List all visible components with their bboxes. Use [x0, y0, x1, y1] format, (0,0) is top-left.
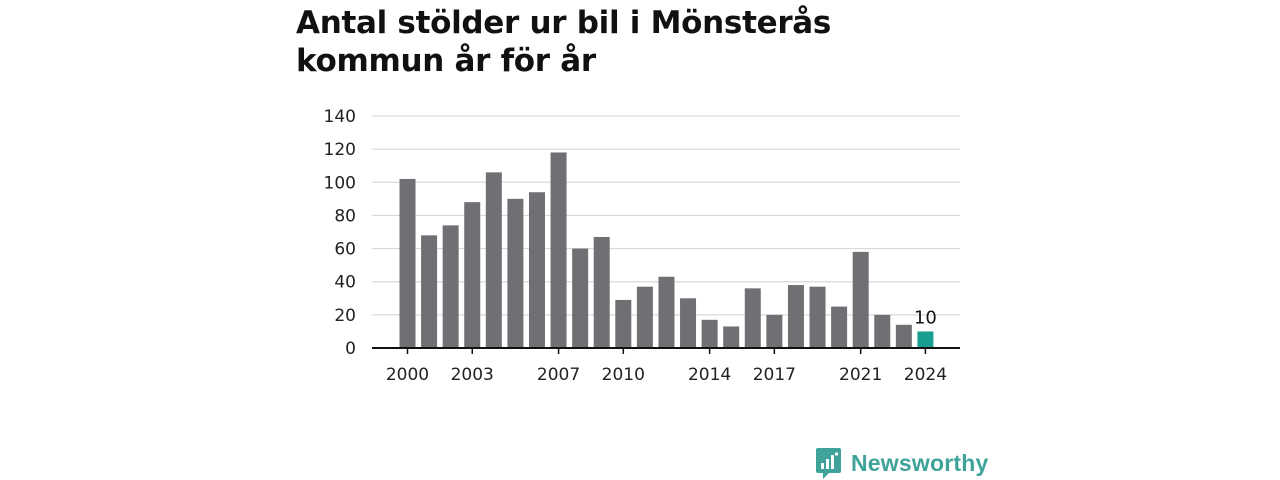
bar-2005 — [507, 198, 524, 348]
newsworthy-logo-icon — [816, 448, 841, 479]
bar-2012 — [658, 276, 675, 348]
y-tick-label: 40 — [334, 273, 356, 293]
y-axis-tick-labels: 0 20 40 60 80 100 120 140 — [324, 107, 356, 359]
bar-2016 — [744, 288, 761, 348]
brand-logo: Newsworthy — [815, 446, 988, 480]
data-labels: 10 — [914, 307, 937, 328]
y-tick-label: 0 — [345, 339, 356, 359]
bar-2006 — [528, 192, 545, 348]
y-tick-label: 120 — [324, 140, 356, 160]
bar-2015 — [723, 326, 740, 348]
bar-2014 — [701, 319, 718, 348]
y-tick-label: 100 — [324, 173, 356, 193]
bar-2019 — [809, 286, 826, 348]
x-axis-tick-labels: 2000 2003 2007 2010 2014 2017 2021 2024 — [386, 365, 947, 385]
bar-2024 — [917, 331, 934, 348]
bar-2007 — [550, 152, 567, 348]
bar-2003 — [464, 202, 481, 348]
bar-2020 — [831, 306, 848, 348]
x-tick-label: 2014 — [688, 365, 731, 385]
bar-2013 — [680, 298, 697, 348]
bar-2004 — [485, 172, 502, 348]
x-tick-label: 2000 — [386, 365, 429, 385]
bar-2022 — [874, 314, 891, 348]
bar-2010 — [615, 299, 632, 348]
bar-2021 — [852, 251, 869, 348]
y-tick-label: 80 — [334, 206, 356, 226]
x-tick-label: 2017 — [753, 365, 796, 385]
bar-2002 — [442, 225, 459, 348]
x-axis — [372, 347, 960, 354]
bar-2001 — [421, 235, 438, 348]
x-tick-label: 2010 — [602, 365, 645, 385]
bar-2018 — [787, 285, 804, 348]
bar-2023 — [895, 324, 912, 348]
data-label-2024: 10 — [914, 307, 937, 328]
y-tick-label: 140 — [324, 107, 356, 127]
x-tick-label: 2003 — [451, 365, 494, 385]
bar-2017 — [766, 314, 783, 348]
bar-2008 — [572, 248, 589, 348]
x-tick-label: 2024 — [904, 365, 947, 385]
bar-2009 — [593, 236, 610, 348]
bar-2000 — [399, 178, 416, 348]
y-tick-label: 60 — [334, 240, 356, 260]
bars — [399, 152, 934, 348]
bar-2011 — [636, 286, 653, 348]
chart-title: Antal stölder ur bil i Mönsterås kommun … — [296, 5, 832, 79]
x-tick-label: 2021 — [839, 365, 882, 385]
x-tick-label: 2007 — [537, 365, 580, 385]
brand-name: Newsworthy — [851, 449, 989, 476]
y-tick-label: 20 — [334, 306, 356, 326]
